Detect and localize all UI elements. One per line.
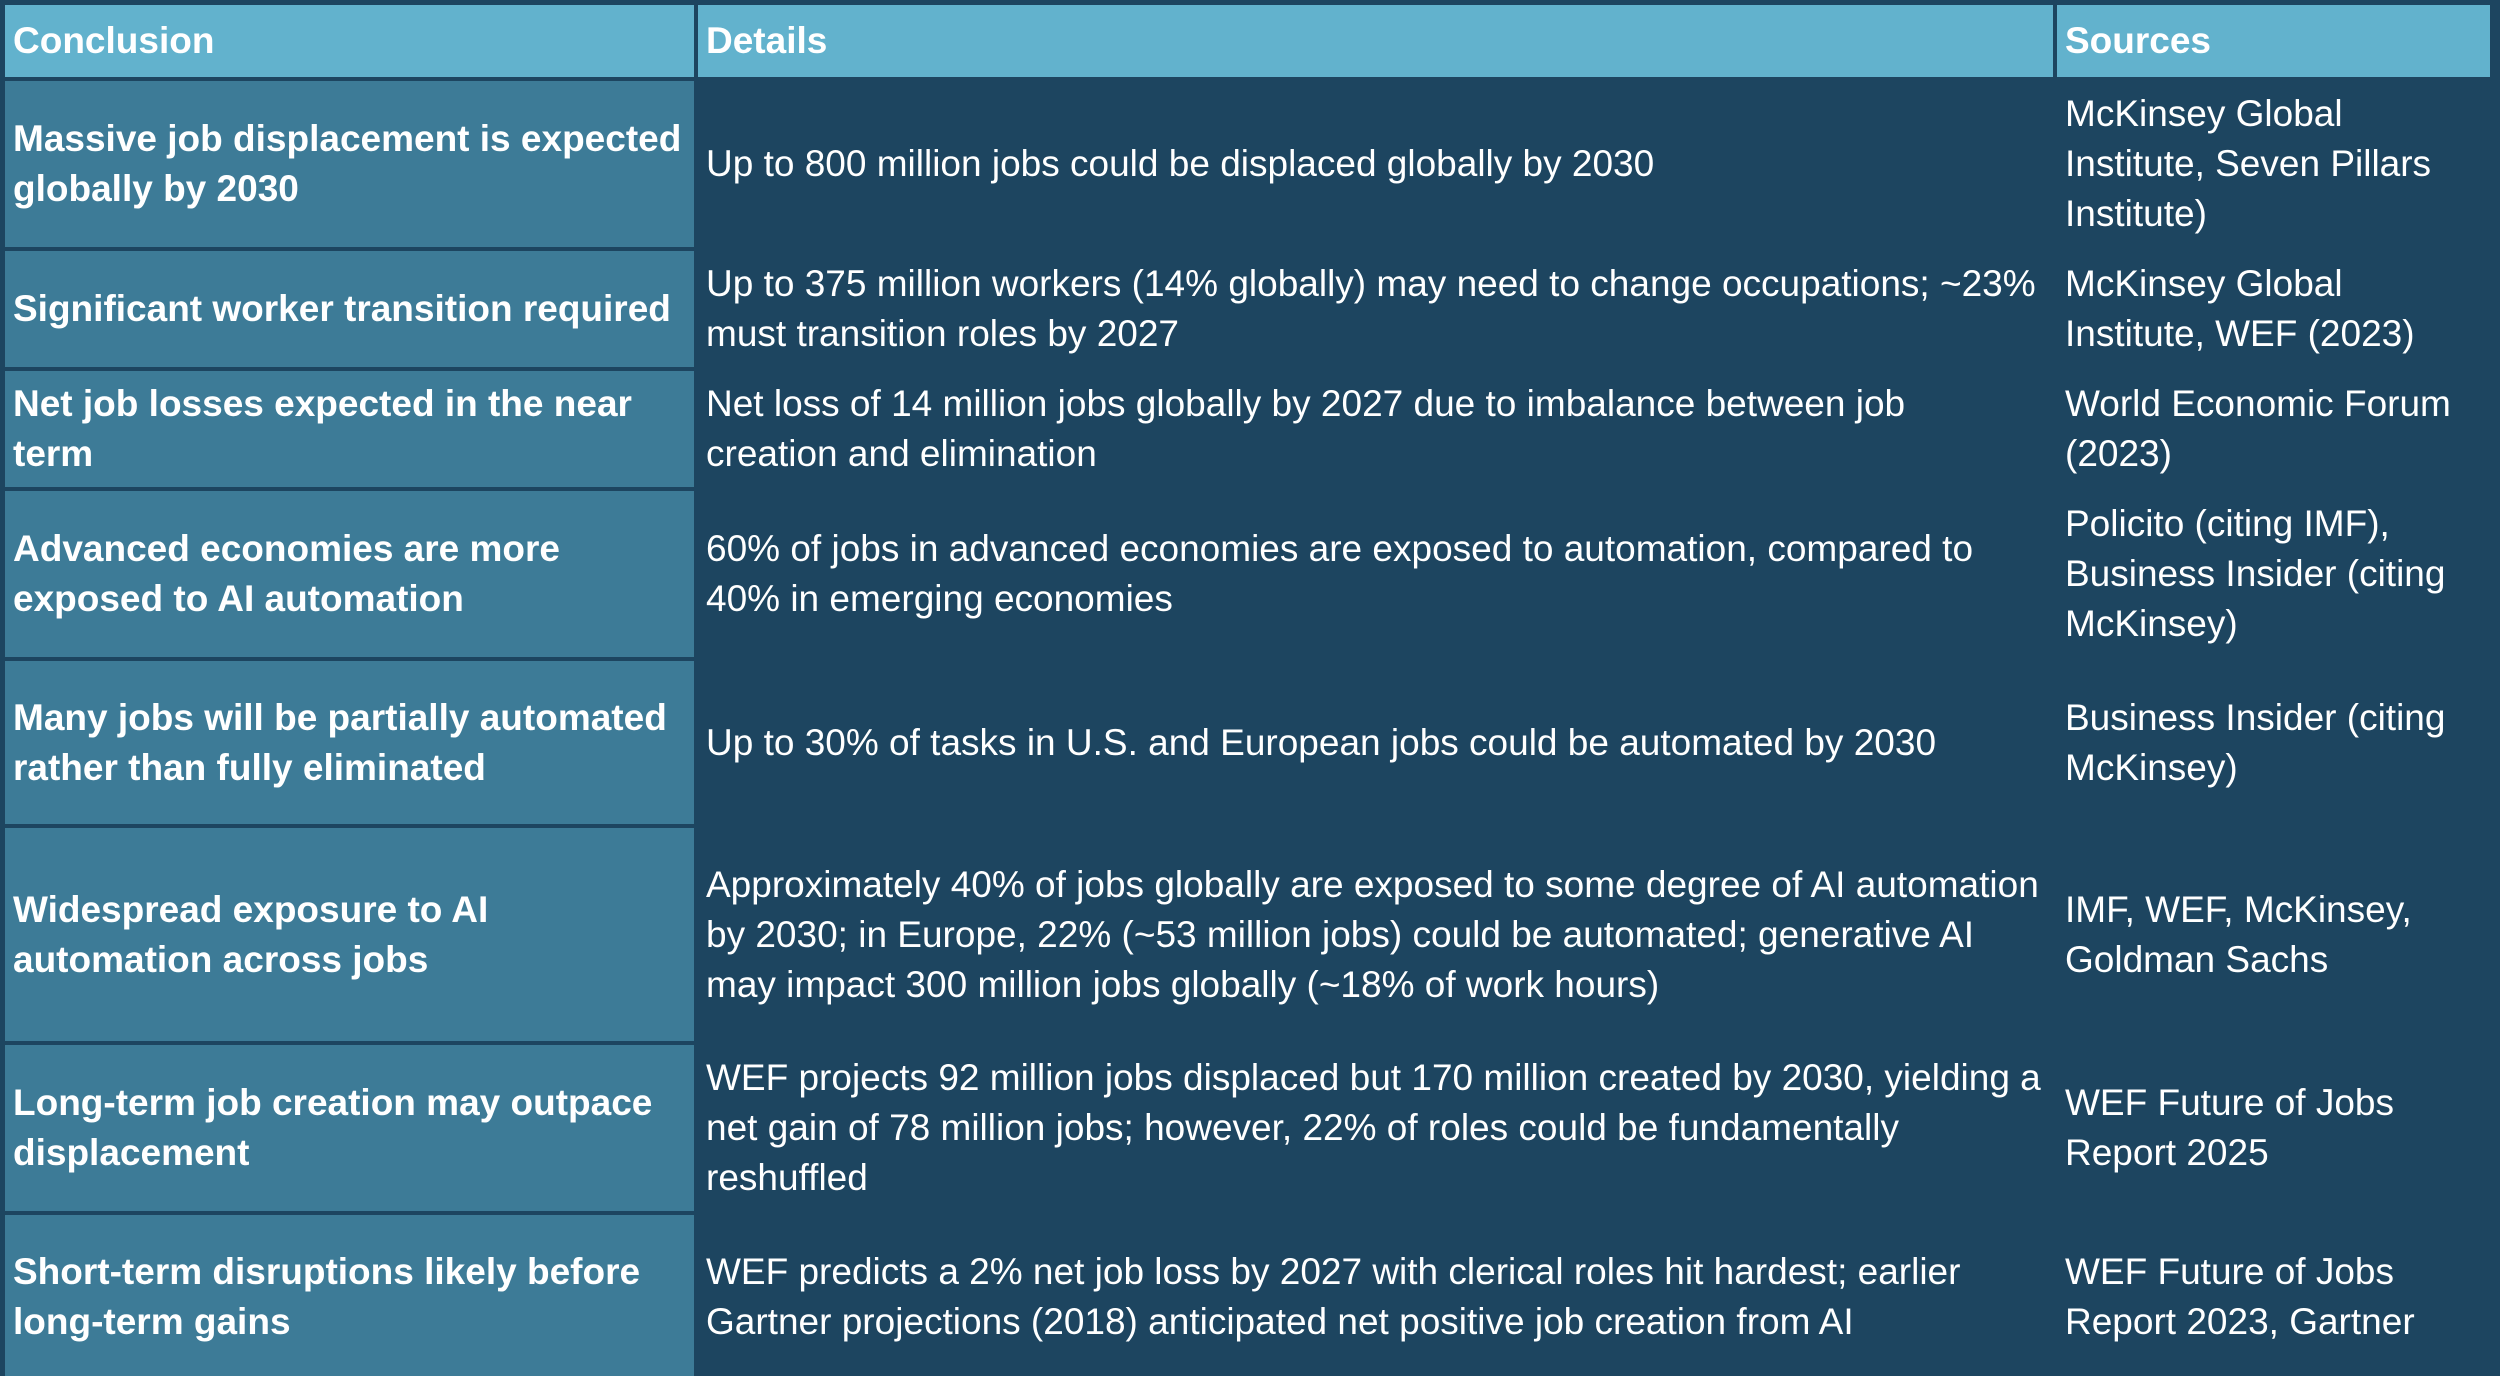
header-sources: Sources <box>2057 5 2490 77</box>
conclusion-cell: Significant worker transition required <box>5 251 694 367</box>
sources-cell: Policito (citing IMF), Business Insider … <box>2057 491 2490 657</box>
table-row: Short-term disruptions likely before lon… <box>5 1215 2490 1376</box>
sources-cell: IMF, WEF, McKinsey, Goldman Sachs <box>2057 828 2490 1041</box>
sources-cell: McKinsey Global Institute, WEF (2023) <box>2057 251 2490 367</box>
header-details: Details <box>698 5 2053 77</box>
table-row: Significant worker transition required U… <box>5 251 2490 367</box>
details-cell: Net loss of 14 million jobs globally by … <box>698 371 2053 487</box>
details-cell: Up to 30% of tasks in U.S. and European … <box>698 661 2053 824</box>
conclusion-cell: Long-term job creation may outpace displ… <box>5 1045 694 1211</box>
conclusion-cell: Widespread exposure to AI automation acr… <box>5 828 694 1041</box>
details-cell: Up to 800 million jobs could be displace… <box>698 81 2053 247</box>
details-cell: WEF projects 92 million jobs displaced b… <box>698 1045 2053 1211</box>
conclusion-cell: Short-term disruptions likely before lon… <box>5 1215 694 1376</box>
table-row: Widespread exposure to AI automation acr… <box>5 828 2490 1041</box>
conclusion-cell: Advanced economies are more exposed to A… <box>5 491 694 657</box>
table-row: Long-term job creation may outpace displ… <box>5 1045 2490 1211</box>
sources-cell: WEF Future of Jobs Report 2023, Gartner <box>2057 1215 2490 1376</box>
sources-cell: McKinsey Global Institute, Seven Pillars… <box>2057 81 2490 247</box>
header-conclusion: Conclusion <box>5 5 694 77</box>
conclusion-cell: Many jobs will be partially automated ra… <box>5 661 694 824</box>
conclusion-cell: Net job losses expected in the near term <box>5 371 694 487</box>
table-row: Many jobs will be partially automated ra… <box>5 661 2490 824</box>
table-header-row: Conclusion Details Sources <box>5 5 2490 77</box>
sources-cell: World Economic Forum (2023) <box>2057 371 2490 487</box>
details-cell: 60% of jobs in advanced economies are ex… <box>698 491 2053 657</box>
details-cell: WEF predicts a 2% net job loss by 2027 w… <box>698 1215 2053 1376</box>
table-row: Advanced economies are more exposed to A… <box>5 491 2490 657</box>
table-row: Net job losses expected in the near term… <box>5 371 2490 487</box>
sources-cell: Business Insider (citing McKinsey) <box>2057 661 2490 824</box>
details-cell: Up to 375 million workers (14% globally)… <box>698 251 2053 367</box>
details-cell: Approximately 40% of jobs globally are e… <box>698 828 2053 1041</box>
sources-cell: WEF Future of Jobs Report 2025 <box>2057 1045 2490 1211</box>
conclusion-cell: Massive job displacement is expected glo… <box>5 81 694 247</box>
table-row: Massive job displacement is expected glo… <box>5 81 2490 247</box>
